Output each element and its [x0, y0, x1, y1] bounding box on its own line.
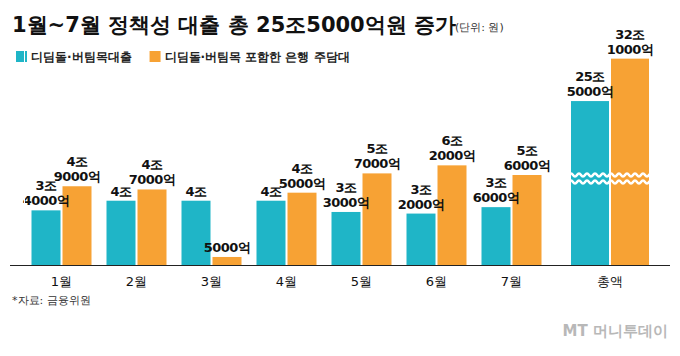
data-label: 25조5000억 [567, 69, 614, 99]
bar [182, 201, 211, 265]
category-label: 3월 [201, 274, 222, 289]
data-label-line: 4조 [141, 157, 163, 172]
axis-range [24, 40, 25, 265]
data-label-line: 1000억 [607, 42, 654, 57]
bar [438, 165, 467, 265]
baseline [10, 265, 670, 266]
data-label-line: 6000억 [504, 158, 551, 173]
data-label-line: 25조 [575, 69, 605, 84]
data-label: 3조2000억 [398, 182, 445, 212]
data-label-line: 3조 [335, 180, 357, 195]
data-label-line: 5조 [366, 141, 388, 156]
data-label: 5조7000억 [354, 141, 401, 171]
data-label-line: 5000억 [567, 84, 614, 99]
data-label: 5000억 [204, 240, 251, 255]
legend-swatch [150, 51, 161, 62]
watermark: MT 머니투데이 [563, 322, 668, 340]
legend-label: 디딤돌·버팀목대출 [31, 50, 132, 64]
data-label: 3조3000억 [323, 180, 370, 210]
bar [513, 175, 542, 265]
data-label: 4조5000억 [279, 161, 326, 191]
source-note: *자료: 금융위원 [12, 294, 91, 307]
category-label: 6월 [426, 274, 447, 289]
chart-svg: 1월~7월 정책성 대출 총 25조5000억원 증가(단위: 원) 디딤돌·버팀… [0, 0, 680, 356]
data-label-line: 3000억 [323, 195, 370, 210]
data-label-line: 5000억 [279, 176, 326, 191]
data-label-line: 3조 [410, 182, 432, 197]
data-label-line: 5000억 [204, 240, 251, 255]
data-label-line: 7000억 [129, 172, 176, 187]
data-label: 4조 [185, 184, 207, 199]
chart-root: 1월~7월 정책성 대출 총 25조5000억원 증가(단위: 원) 디딤돌·버팀… [0, 0, 680, 356]
category-label: 4월 [276, 274, 297, 289]
legend-label: 디딤돌·버팀목 포함한 은행 주담대 [165, 50, 350, 64]
data-label: 5조6000억 [504, 143, 551, 173]
bar [107, 201, 136, 265]
data-label-line: 3조 [485, 175, 507, 190]
data-label: 3조6000억 [473, 175, 520, 205]
bar [482, 207, 511, 265]
data-label-line: 7000억 [354, 156, 401, 171]
break-mark [569, 174, 657, 177]
bar [32, 210, 61, 265]
data-label-line: 2000억 [398, 197, 445, 212]
data-label-line: 32조 [615, 27, 645, 42]
bar [138, 189, 167, 265]
axis-range [565, 40, 566, 265]
bar [332, 212, 361, 265]
category-label: 7월 [501, 274, 522, 289]
labels: 3조4000억4조9000억4조4조7000억4조5000억4조4조5000억3… [23, 133, 551, 255]
category-label: 1월 [51, 274, 72, 289]
bar [407, 214, 436, 265]
data-label-line: 9000억 [54, 169, 101, 184]
data-label-line: 4조 [185, 184, 207, 199]
data-label-line: 4조 [66, 154, 88, 169]
bar [213, 257, 242, 265]
break-mark [569, 181, 657, 184]
data-label-line: 4조 [291, 161, 313, 176]
data-label: 6조2000억 [429, 133, 476, 163]
bar [363, 173, 392, 265]
title: 1월~7월 정책성 대출 총 25조5000억원 증가 [12, 13, 456, 37]
data-label: 4조7000억 [129, 157, 176, 187]
data-label-line: 5조 [516, 143, 538, 158]
legend-swatch [16, 51, 27, 62]
data-label-line: 6조 [441, 133, 463, 148]
data-label-line: 2000억 [429, 148, 476, 163]
bars [32, 165, 542, 265]
bar [288, 193, 317, 265]
data-label: 4조9000억 [54, 154, 101, 184]
category-label: 2월 [126, 274, 147, 289]
data-label: 32조1000억 [607, 27, 654, 57]
subtitle: (단위: 원) [455, 21, 504, 34]
category-label: 총액 [597, 274, 623, 289]
bar [257, 201, 286, 265]
category-label: 5월 [351, 274, 372, 289]
labels: 25조5000억 32조1000억 [567, 27, 654, 99]
data-label-line: 6000억 [473, 190, 520, 205]
data-label-line: 4000억 [23, 193, 70, 208]
bar [611, 59, 649, 265]
